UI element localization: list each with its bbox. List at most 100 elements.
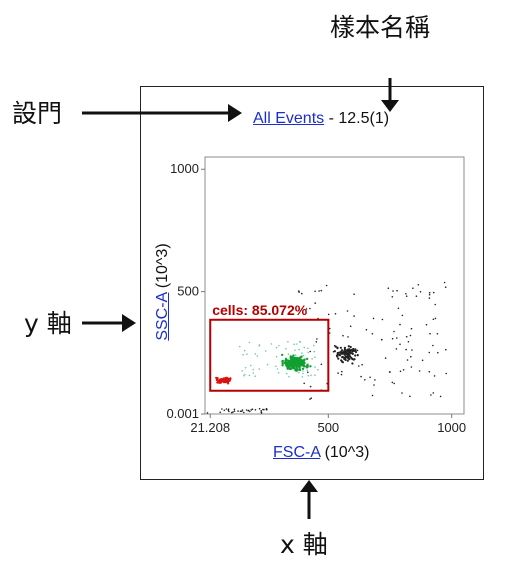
event-point	[321, 290, 323, 292]
event-point	[250, 365, 252, 367]
event-point	[392, 296, 394, 298]
event-point	[278, 372, 280, 374]
event-point	[246, 353, 248, 355]
event-point	[226, 381, 228, 383]
event-point	[301, 293, 303, 295]
event-point	[351, 358, 353, 360]
event-point	[364, 379, 366, 381]
event-point	[426, 324, 428, 326]
event-point	[337, 358, 339, 360]
event-point	[411, 328, 413, 330]
event-point	[410, 335, 412, 337]
event-point	[437, 352, 439, 354]
event-point	[334, 350, 336, 352]
y-tick-label: 0.001	[166, 406, 199, 421]
event-point	[303, 365, 305, 367]
event-point	[344, 357, 346, 359]
gate-label: cells: 85.072%	[212, 302, 308, 318]
event-point	[285, 348, 287, 350]
event-point	[313, 345, 315, 347]
event-point	[418, 284, 420, 286]
event-point	[335, 313, 337, 315]
event-point	[382, 319, 384, 321]
event-point	[296, 358, 298, 360]
event-point	[241, 370, 243, 372]
event-point	[316, 341, 318, 343]
event-point	[393, 383, 395, 385]
event-point	[398, 308, 400, 310]
event-point	[342, 335, 344, 337]
event-point	[388, 287, 390, 289]
event-point	[285, 362, 287, 364]
event-point	[347, 336, 349, 338]
event-point	[349, 352, 351, 354]
sample-name-arrow	[381, 78, 399, 112]
event-point	[221, 408, 223, 410]
event-point	[411, 349, 413, 351]
event-point	[341, 349, 343, 351]
event-point	[302, 368, 304, 370]
event-point	[296, 365, 298, 367]
event-point	[328, 314, 330, 316]
event-point	[402, 315, 404, 317]
event-point	[303, 383, 305, 385]
event-point	[348, 354, 350, 356]
event-point	[309, 308, 311, 310]
event-point	[290, 368, 292, 370]
event-point	[350, 346, 352, 348]
event-point	[243, 375, 245, 377]
event-point	[314, 302, 316, 304]
event-point	[432, 345, 434, 347]
event-point	[309, 351, 311, 353]
event-point	[440, 396, 442, 398]
event-point	[224, 410, 226, 412]
event-point	[277, 368, 279, 370]
event-point	[302, 370, 304, 372]
event-point	[357, 354, 359, 356]
event-point	[337, 352, 339, 354]
event-point	[392, 338, 394, 340]
event-point	[228, 409, 230, 411]
event-point	[385, 357, 387, 359]
event-point	[316, 338, 318, 340]
event-point	[338, 354, 340, 356]
event-point	[340, 352, 342, 354]
event-point	[350, 350, 352, 352]
event-point	[445, 373, 447, 375]
event-point	[288, 376, 290, 378]
event-point	[392, 382, 394, 384]
event-point	[434, 304, 436, 306]
event-point	[410, 356, 412, 358]
event-point	[399, 344, 401, 346]
event-point	[298, 349, 300, 351]
event-point	[302, 360, 304, 362]
event-point	[353, 358, 355, 360]
event-point	[296, 368, 298, 370]
event-point	[252, 369, 254, 371]
event-point	[287, 364, 289, 366]
event-point	[341, 371, 343, 373]
event-point	[293, 357, 295, 359]
event-point	[419, 370, 421, 372]
event-point	[293, 344, 295, 346]
event-point	[310, 375, 312, 377]
event-point	[342, 361, 344, 363]
event-point	[254, 375, 256, 377]
event-point	[299, 341, 301, 343]
x-tick-label: 500	[317, 420, 339, 435]
event-point	[373, 384, 375, 386]
event-point	[416, 295, 418, 297]
event-point	[347, 360, 349, 362]
event-point	[344, 347, 346, 349]
event-point	[433, 292, 435, 294]
event-point	[444, 282, 446, 284]
y-tick-label: 500	[177, 284, 199, 299]
event-point	[255, 353, 257, 355]
event-point	[337, 372, 339, 374]
event-point	[299, 356, 301, 358]
event-point	[340, 347, 342, 349]
event-point	[412, 287, 414, 289]
event-point	[374, 379, 376, 381]
event-point	[243, 412, 245, 414]
